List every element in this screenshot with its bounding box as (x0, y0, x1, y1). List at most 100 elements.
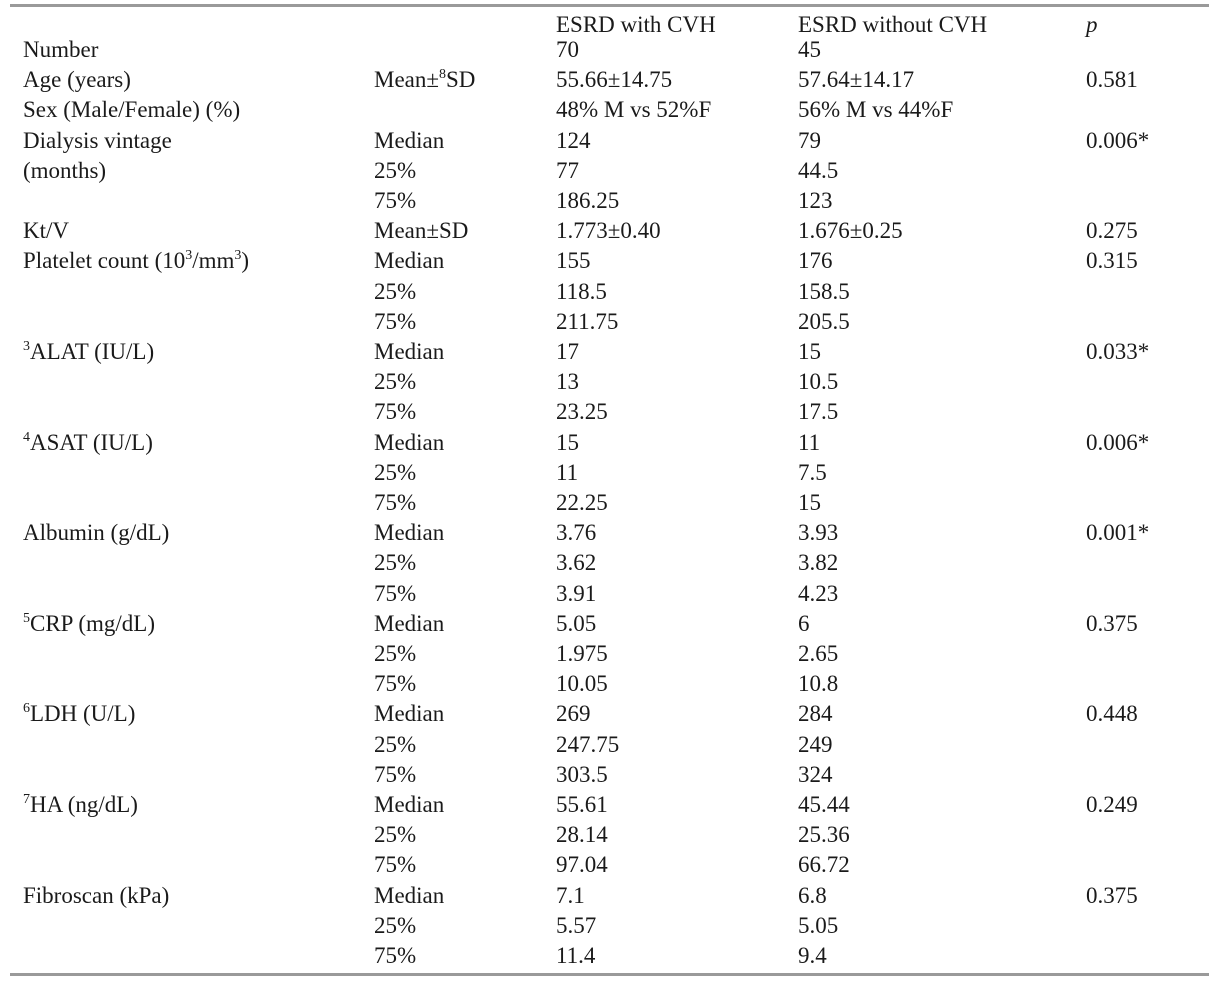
table-row: Platelet count (103/mm3) Median 155 176 0.31… (0, 246, 1219, 276)
table-row: 25% 3.62 3.82 (0, 548, 1219, 578)
table-row: Sex (Male/Female) (%) 48% M vs 52%F 56% M … (0, 95, 1219, 125)
p-value: 0.001* (1086, 520, 1150, 546)
value-with-cvh: 77 (556, 157, 579, 183)
value-without-cvh: 4.23 (798, 580, 839, 606)
value-without-cvh: 15 (798, 490, 821, 515)
p-value: 0.006* (1086, 127, 1150, 153)
value-with-cvh: 17 (556, 339, 579, 364)
table-row: 75% 186.25 123 (0, 186, 1219, 216)
table-row: Dialysis vintage Median 124 79 0.006* (0, 126, 1219, 156)
table-row: 75% 97.04 66.72 (0, 850, 1219, 880)
row-label: Kt/V (23, 218, 69, 244)
value-without-cvh: 3.93 (798, 520, 839, 546)
value-without-cvh: 158.5 (798, 278, 850, 304)
table-row: Age (years) Mean±8SD 55.66±14.75 57.64±14.1… (0, 65, 1219, 95)
row-statistic: Median (374, 127, 445, 153)
value-without-cvh: 45 (798, 37, 821, 62)
row-statistic: Median (374, 792, 445, 817)
value-without-cvh: 3.82 (798, 550, 839, 576)
row-statistic: Median (374, 429, 445, 455)
value-with-cvh: 3.62 (556, 550, 597, 576)
row-statistic: Mean±8SD (374, 67, 476, 93)
value-with-cvh: 1.773±0.40 (556, 218, 661, 244)
table-row: 7HA (ng/dL) Median 55.61 45.44 0.249 (0, 790, 1219, 820)
row-statistic: 25% (374, 912, 417, 938)
value-with-cvh: 211.75 (556, 308, 619, 334)
value-without-cvh: 1.676±0.25 (798, 218, 903, 244)
row-statistic: 25% (374, 157, 417, 183)
value-without-cvh: 284 (798, 701, 833, 727)
value-with-cvh: 124 (556, 127, 591, 153)
value-with-cvh: 28.14 (556, 822, 608, 848)
row-statistic: 75% (374, 761, 417, 787)
value-without-cvh: 66.72 (798, 852, 850, 878)
row-statistic: Median (374, 339, 445, 364)
row-label: 3ALAT (IU/L) (23, 339, 155, 364)
row-statistic: Median (374, 882, 445, 908)
table-row: 25% 247.75 249 (0, 730, 1219, 760)
value-with-cvh: 97.04 (556, 852, 608, 878)
value-without-cvh: 205.5 (798, 308, 850, 334)
row-statistic: 75% (374, 671, 417, 697)
value-with-cvh: 22.25 (556, 490, 608, 515)
row-label: Sex (Male/Female) (%) (23, 97, 241, 123)
table-row: 25% 1.975 2.65 (0, 639, 1219, 669)
value-with-cvh: 23.25 (556, 399, 608, 425)
row-statistic: 75% (374, 943, 417, 968)
p-value: 0.581 (1086, 67, 1138, 93)
value-without-cvh: 10.5 (798, 369, 839, 395)
row-statistic: 75% (374, 308, 417, 334)
table-row: 25% 5.57 5.05 (0, 911, 1219, 941)
value-without-cvh: 6.8 (798, 882, 827, 908)
table-row: 4ASAT (IU/L) Median 15 11 0.006* (0, 428, 1219, 458)
row-statistic: 25% (374, 550, 417, 576)
row-statistic: 75% (374, 852, 417, 878)
row-statistic: Mean±SD (374, 218, 469, 244)
row-statistic: 25% (374, 641, 417, 666)
row-label: Age (years) (23, 67, 131, 93)
p-value: 0.249 (1086, 792, 1138, 817)
value-with-cvh: 55.66±14.75 (556, 67, 673, 93)
table-row: 75% 211.75 205.5 (0, 307, 1219, 337)
table-row: 5CRP (mg/dL) Median 5.05 6 0.375 (0, 609, 1219, 639)
value-without-cvh: 44.5 (798, 157, 839, 183)
value-with-cvh: 186.25 (556, 188, 620, 213)
row-label: Albumin (g/dL) (23, 520, 170, 546)
row-label: 7HA (ng/dL) (23, 792, 138, 817)
value-with-cvh: 11.4 (556, 943, 596, 968)
value-with-cvh: 269 (556, 701, 591, 727)
table-row: 25% 13 10.5 (0, 367, 1219, 397)
value-with-cvh: 118.5 (556, 278, 607, 304)
row-statistic: 75% (374, 490, 417, 515)
table-row: 25% 28.14 25.36 (0, 820, 1219, 850)
table-row: 75% 22.25 15 (0, 488, 1219, 518)
value-without-cvh: 25.36 (798, 822, 850, 848)
table-row: Fibroscan (kPa) Median 7.1 6.8 0.375 (0, 881, 1219, 911)
row-statistic: 75% (374, 580, 417, 606)
value-with-cvh: 3.76 (556, 520, 597, 546)
row-statistic: 25% (374, 731, 417, 757)
table-row: 25% 118.5 158.5 (0, 277, 1219, 307)
value-with-cvh: 15 (556, 429, 579, 455)
table-row: 3ALAT (IU/L) Median 17 15 0.033* (0, 337, 1219, 367)
row-label: Number (23, 37, 99, 62)
value-without-cvh: 79 (798, 127, 821, 153)
p-value: 0.448 (1086, 701, 1138, 727)
p-value: 0.006* (1086, 429, 1150, 455)
table-row: (months) 25% 77 44.5 (0, 156, 1219, 186)
p-value: 0.033* (1086, 339, 1150, 364)
value-with-cvh: 10.05 (556, 671, 608, 697)
value-without-cvh: 123 (798, 188, 833, 213)
value-with-cvh: 70 (556, 37, 579, 62)
row-statistic: 75% (374, 188, 417, 213)
table-bottom-rule (10, 973, 1209, 976)
table-row: 75% 23.25 17.5 (0, 397, 1219, 427)
p-value: 0.375 (1086, 882, 1138, 908)
value-without-cvh: 17.5 (798, 399, 839, 425)
row-statistic: 25% (374, 459, 417, 485)
value-with-cvh: 55.61 (556, 792, 608, 817)
value-without-cvh: 249 (798, 731, 833, 757)
value-with-cvh: 13 (556, 369, 579, 395)
value-with-cvh: 5.05 (556, 610, 597, 636)
